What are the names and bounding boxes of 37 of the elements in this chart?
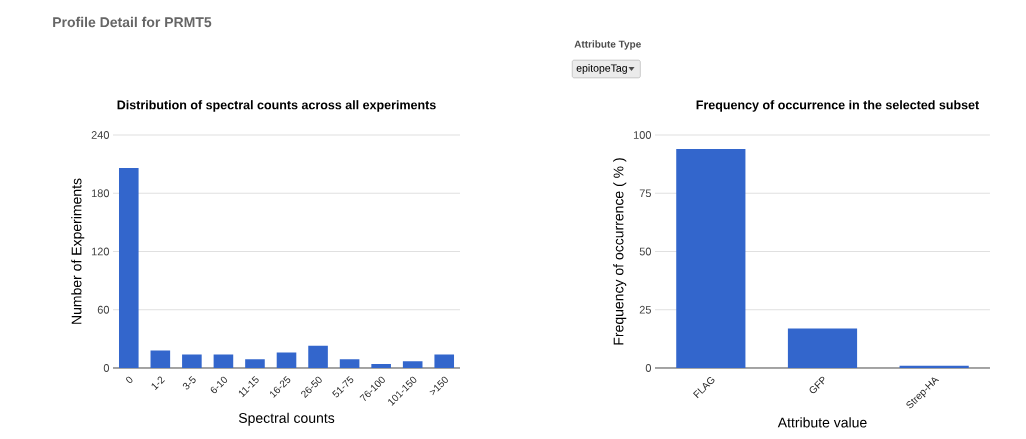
- y-tick-label: 0: [103, 364, 110, 372]
- chart-title: Frequency of occurrence in the selected subset: [696, 100, 980, 112]
- y-axis-title: Frequency of occurrence ( % ): [613, 158, 627, 345]
- bar: [339, 359, 360, 368]
- bar: [245, 359, 265, 368]
- y-tick-label: 60: [97, 305, 110, 314]
- text: epitopeTag: [576, 64, 627, 74]
- bar: [434, 354, 455, 368]
- x-tick-label: 1-2: [151, 376, 165, 390]
- x-tick-label: 0: [126, 376, 133, 384]
- y-tick-label: 100: [633, 131, 652, 139]
- bar: [182, 354, 202, 368]
- x-tick-label: 6-10: [210, 376, 228, 394]
- bar: [276, 352, 297, 368]
- text: Profile Detail for PRMT5: [53, 16, 212, 28]
- bar: [371, 364, 391, 368]
- x-axis-title: Spectral counts: [238, 412, 335, 426]
- y-tick-label: 180: [91, 189, 110, 198]
- y-tick-label: 75: [639, 189, 651, 198]
- y-tick-label: 0: [645, 364, 652, 372]
- bar: [213, 354, 234, 368]
- x-tick-label: GFP: [809, 376, 825, 394]
- bar: [402, 361, 423, 368]
- y-tick-label: 25: [639, 305, 651, 314]
- bar: [150, 350, 171, 368]
- bar: [787, 328, 858, 368]
- chart-title: Distribution of spectral counts across all experiments: [117, 100, 436, 112]
- y-tick-label: 240: [91, 131, 110, 139]
- x-axis-title: Attribute value: [777, 417, 867, 428]
- bar: [308, 345, 328, 368]
- y-tick-label: 50: [639, 247, 652, 256]
- text: Attribute Type: [574, 40, 641, 50]
- y-axis-title: Number of Experiments: [71, 178, 85, 324]
- bar: [118, 168, 139, 368]
- bar: [676, 148, 746, 368]
- y-tick-label: 120: [91, 247, 110, 256]
- x-tick-label: 3-5: [182, 376, 196, 390]
